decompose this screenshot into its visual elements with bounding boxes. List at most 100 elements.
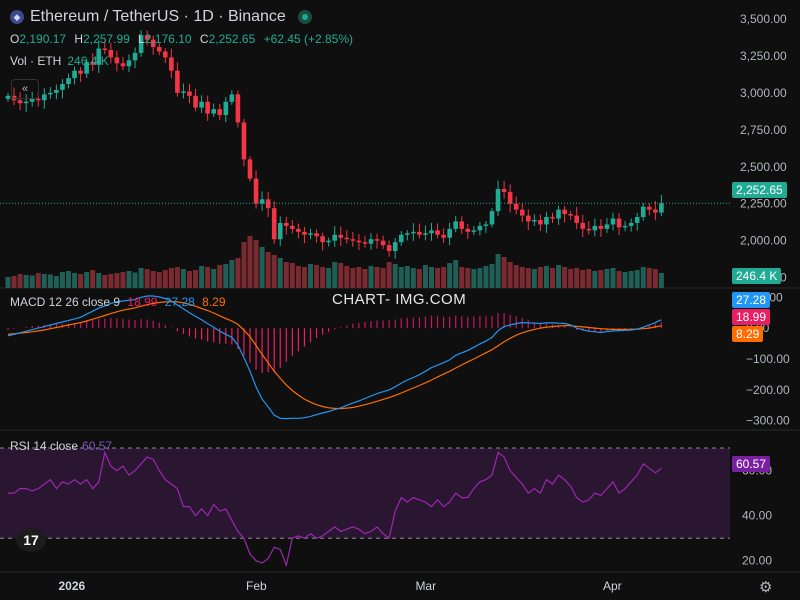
- candle: [592, 225, 598, 231]
- candle: [223, 101, 229, 116]
- volume-bar: [356, 267, 362, 288]
- candle: [435, 230, 440, 235]
- candle: [532, 220, 537, 222]
- candle: [423, 233, 428, 235]
- volume-bar: [174, 267, 180, 288]
- candle: [568, 214, 573, 216]
- volume-bar: [320, 267, 326, 288]
- candle: [271, 208, 277, 240]
- volume-bar: [362, 269, 368, 288]
- volume-bar: [622, 272, 628, 288]
- volume-bar: [47, 274, 53, 288]
- volume-bar: [217, 265, 223, 288]
- hist-tag: 18.99: [732, 309, 771, 325]
- collapse-legend-button[interactable]: «: [11, 79, 39, 99]
- volume-bar: [29, 275, 35, 288]
- volume-bar: [265, 252, 271, 288]
- candle: [610, 218, 616, 225]
- volume-bar: [592, 271, 598, 288]
- rsi-tag: 60.57: [732, 456, 771, 472]
- candle: [574, 215, 579, 223]
- volume-bar: [78, 274, 84, 288]
- volume-bar: [465, 268, 471, 288]
- volume-bar: [72, 273, 78, 288]
- symbol-title: Ethereum / TetherUS · 1D · Binance: [30, 8, 286, 25]
- volume-bar: [96, 273, 102, 288]
- market-status-icon[interactable]: [297, 10, 312, 24]
- volume-bar: [53, 276, 59, 288]
- candle: [411, 231, 416, 234]
- volume-bar: [634, 270, 640, 288]
- rsi-line: [8, 450, 662, 568]
- candle: [247, 159, 253, 179]
- volume-bar: [537, 267, 543, 288]
- candle: [205, 101, 210, 114]
- symbol-header[interactable]: ◆ Ethereum / TetherUS · 1D · Binance: [10, 8, 312, 26]
- candle: [265, 199, 271, 209]
- volume-bar: [459, 267, 465, 288]
- volume-bar: [580, 270, 586, 288]
- volume-bar: [5, 277, 11, 288]
- volume-bar: [84, 272, 90, 288]
- candle: [199, 101, 204, 108]
- candle: [604, 224, 610, 229]
- volume-bar: [229, 260, 235, 288]
- candle: [459, 221, 465, 229]
- volume-bar: [17, 274, 23, 288]
- volume-bar: [550, 268, 555, 288]
- candle: [187, 91, 192, 96]
- candle: [132, 52, 138, 61]
- volume-bar: [168, 268, 174, 288]
- volume-bar: [483, 266, 489, 288]
- volume-bar: [435, 268, 441, 288]
- volume-bar: [308, 264, 313, 288]
- volume-bar: [350, 268, 356, 288]
- candle: [495, 188, 501, 212]
- open-value: 2,190.17: [19, 32, 67, 46]
- candle: [659, 203, 664, 213]
- tradingview-logo[interactable]: 17: [16, 528, 46, 552]
- rsi-band-fill: [0, 448, 730, 539]
- volume-bar: [531, 269, 537, 288]
- candle: [405, 233, 410, 235]
- volume-bar: [386, 262, 392, 288]
- candle: [90, 61, 95, 65]
- volume-bar: [640, 267, 646, 288]
- candle: [235, 94, 241, 123]
- rsi-legend: RSI 14 close 60.57: [10, 439, 112, 453]
- volume-bar: [156, 272, 162, 288]
- volume-bar: [374, 267, 380, 288]
- volume-bar: [120, 272, 126, 288]
- candle: [441, 234, 446, 238]
- volume-bar: [404, 266, 410, 288]
- candle: [380, 240, 386, 246]
- candle: [550, 217, 555, 219]
- candle: [211, 109, 216, 114]
- candle: [29, 98, 35, 102]
- volume-bar: [447, 263, 453, 288]
- volume-bar: [301, 267, 307, 288]
- volume-bar: [199, 266, 205, 288]
- close-value: 2,252.65: [208, 32, 256, 46]
- candle: [277, 222, 283, 240]
- volume-bar: [326, 268, 332, 288]
- candle: [392, 242, 398, 252]
- candle: [259, 199, 265, 204]
- candle: [598, 225, 604, 229]
- macd-line-value: 27.28: [164, 295, 195, 309]
- candle: [477, 225, 483, 231]
- candle: [507, 191, 513, 204]
- candle: [622, 225, 628, 228]
- candle: [42, 94, 47, 101]
- candle: [616, 218, 622, 228]
- volume-bar: [205, 267, 211, 288]
- volume-bar: [211, 269, 217, 288]
- volume-bar: [332, 262, 338, 288]
- volume-bar: [114, 273, 120, 288]
- macd-axis-tick: −300.00: [746, 414, 790, 428]
- settings-icon[interactable]: ⚙: [759, 579, 773, 596]
- candle: [144, 35, 150, 40]
- macd-hist-value: 18.99: [127, 295, 158, 309]
- volume-bar: [187, 271, 192, 288]
